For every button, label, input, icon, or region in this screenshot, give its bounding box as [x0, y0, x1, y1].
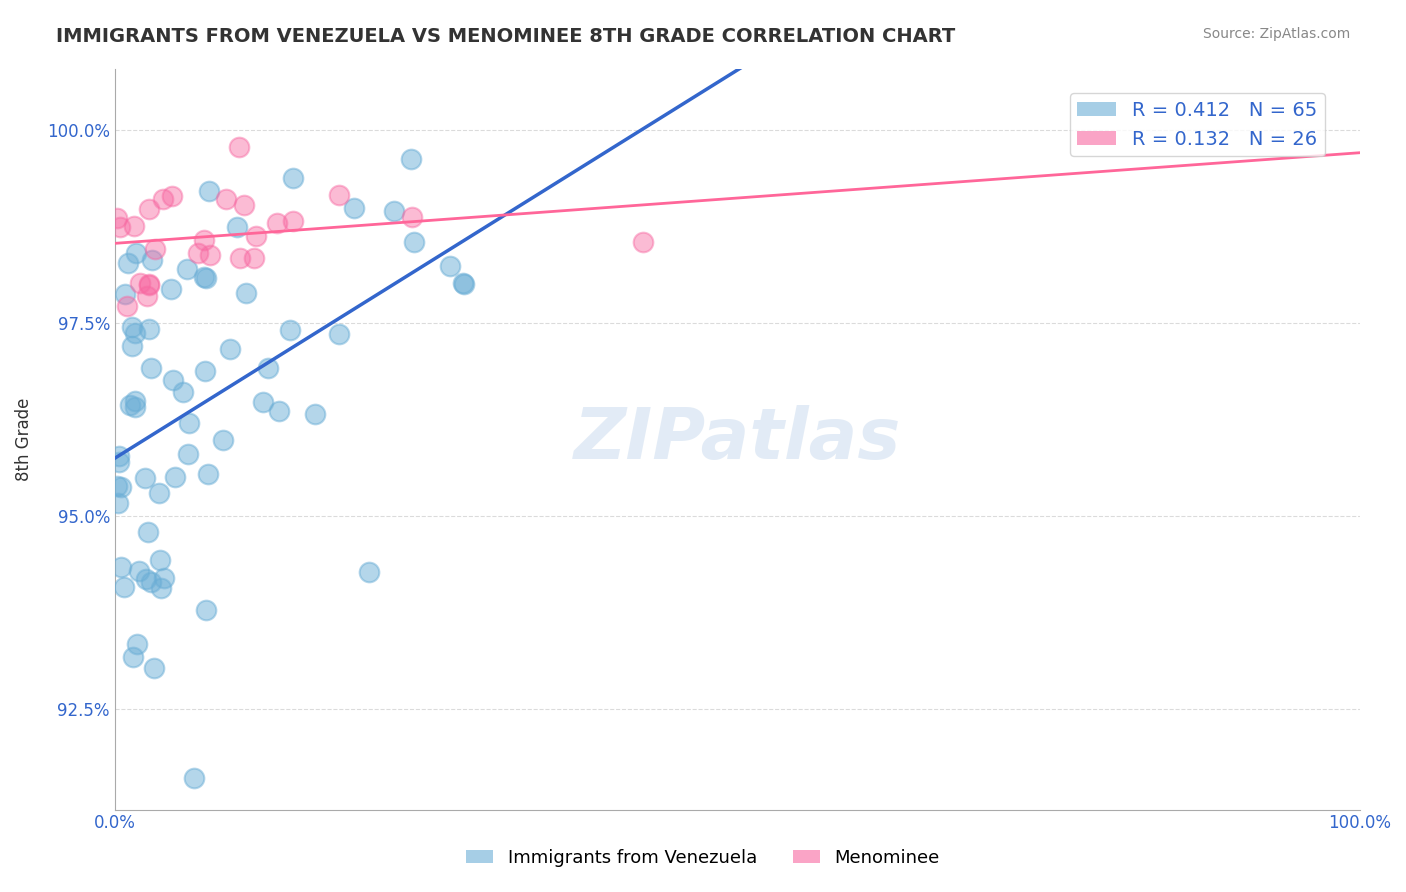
Point: [138, 202, 160, 216]
Point: [122, 650, 145, 665]
Point: [108, 219, 131, 234]
Point: [121, 339, 143, 353]
Point: [152, 192, 174, 206]
Point: [145, 242, 167, 256]
Point: [134, 471, 156, 485]
Point: [200, 247, 222, 261]
Point: [631, 235, 654, 249]
Point: [218, 342, 240, 356]
Point: [152, 571, 174, 585]
Point: [343, 201, 366, 215]
Point: [226, 219, 249, 234]
Point: [162, 373, 184, 387]
Point: [142, 661, 165, 675]
Point: [228, 251, 250, 265]
Legend: R = 0.412   N = 65, R = 0.132   N = 26: R = 0.412 N = 65, R = 0.132 N = 26: [1070, 93, 1324, 156]
Point: [257, 360, 280, 375]
Point: [172, 384, 194, 399]
Point: [105, 478, 128, 492]
Point: [453, 277, 475, 292]
Point: [138, 277, 160, 291]
Point: [245, 228, 267, 243]
Point: [115, 299, 138, 313]
Point: [121, 319, 143, 334]
Point: [114, 287, 136, 301]
Point: [195, 603, 218, 617]
Point: [197, 467, 219, 481]
Point: [194, 364, 217, 378]
Point: [160, 188, 183, 202]
Point: [281, 171, 304, 186]
Point: [110, 480, 132, 494]
Point: [193, 233, 215, 247]
Point: [118, 398, 141, 412]
Point: [215, 192, 238, 206]
Legend: Immigrants from Venezuela, Menominee: Immigrants from Venezuela, Menominee: [458, 842, 948, 874]
Point: [266, 216, 288, 230]
Point: [128, 564, 150, 578]
Point: [252, 395, 274, 409]
Point: [110, 560, 132, 574]
Point: [129, 277, 152, 291]
Point: [451, 276, 474, 290]
Point: [283, 214, 305, 228]
Point: [149, 552, 172, 566]
Point: [232, 197, 254, 211]
Point: [177, 416, 200, 430]
Point: [150, 581, 173, 595]
Text: Source: ZipAtlas.com: Source: ZipAtlas.com: [1202, 27, 1350, 41]
Point: [160, 282, 183, 296]
Point: [165, 470, 187, 484]
Point: [112, 580, 135, 594]
Point: [187, 246, 209, 260]
Point: [125, 637, 148, 651]
Point: [108, 455, 131, 469]
Point: [399, 153, 422, 167]
Point: [176, 262, 198, 277]
Point: [108, 450, 131, 464]
Point: [124, 393, 146, 408]
Point: [117, 256, 139, 270]
Point: [125, 245, 148, 260]
Point: [136, 524, 159, 539]
Point: [138, 277, 160, 292]
Point: [135, 289, 157, 303]
Point: [122, 219, 145, 234]
Point: [439, 259, 461, 273]
Point: [183, 771, 205, 785]
Y-axis label: 8th Grade: 8th Grade: [15, 397, 32, 481]
Point: [138, 321, 160, 335]
Point: [212, 434, 235, 448]
Point: [177, 446, 200, 460]
Point: [198, 184, 221, 198]
Point: [141, 253, 163, 268]
Point: [148, 485, 170, 500]
Point: [135, 572, 157, 586]
Point: [193, 269, 215, 284]
Point: [194, 270, 217, 285]
Point: [105, 211, 128, 226]
Point: [328, 187, 350, 202]
Point: [304, 407, 326, 421]
Point: [382, 204, 405, 219]
Point: [235, 286, 257, 301]
Point: [107, 496, 129, 510]
Point: [328, 327, 350, 342]
Point: [139, 575, 162, 590]
Point: [228, 140, 250, 154]
Point: [139, 361, 162, 376]
Point: [124, 401, 146, 415]
Text: ZIPatlas: ZIPatlas: [574, 405, 901, 474]
Point: [280, 323, 302, 337]
Point: [269, 403, 291, 417]
Point: [404, 235, 426, 249]
Text: IMMIGRANTS FROM VENEZUELA VS MENOMINEE 8TH GRADE CORRELATION CHART: IMMIGRANTS FROM VENEZUELA VS MENOMINEE 8…: [56, 27, 956, 45]
Point: [357, 565, 380, 579]
Point: [124, 326, 146, 340]
Point: [242, 252, 264, 266]
Point: [401, 210, 423, 224]
